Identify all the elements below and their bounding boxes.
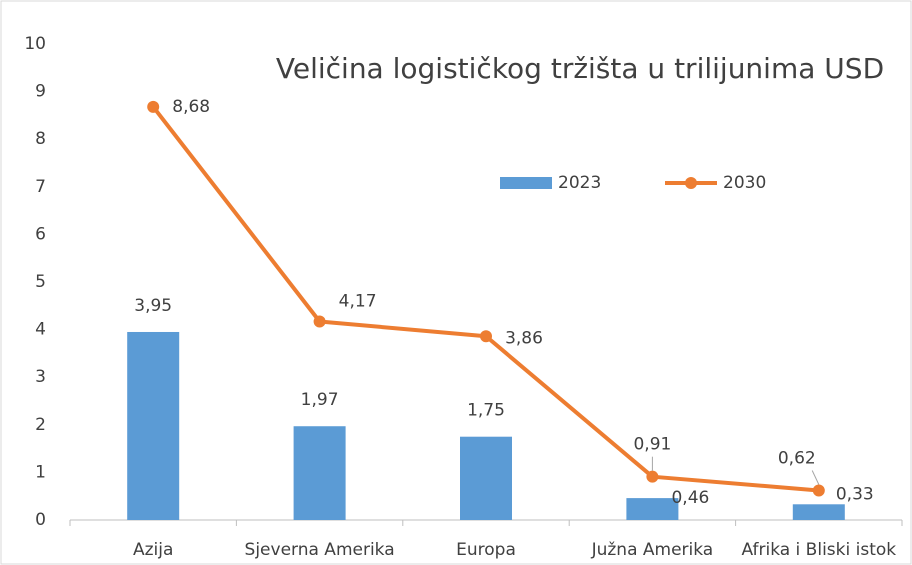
data-label: 0,91: [633, 435, 671, 455]
x-tick-label: Europa: [456, 540, 516, 560]
x-tick-label: Afrika i Bliski istok: [741, 540, 896, 560]
y-tick-label: 5: [35, 272, 46, 292]
marker: [646, 470, 659, 483]
y-tick-label: 8: [35, 129, 46, 149]
legend-swatch: [500, 177, 552, 189]
bar: [127, 331, 180, 520]
legend-label: 2030: [723, 173, 766, 193]
data-label: 4,17: [339, 292, 377, 312]
y-tick-label: 3: [35, 367, 46, 387]
y-tick-label: 1: [35, 462, 46, 482]
data-label: 1,97: [301, 390, 339, 410]
legend-marker: [685, 177, 697, 189]
data-label: 1,75: [467, 401, 505, 421]
y-tick-label: 10: [24, 34, 46, 54]
y-tick-label: 6: [35, 224, 46, 244]
data-label: 3,86: [505, 328, 543, 348]
marker: [812, 484, 825, 497]
data-label: 0,33: [836, 484, 874, 504]
y-tick-label: 4: [35, 320, 46, 340]
x-tick-label: Azija: [133, 540, 173, 560]
bar: [293, 426, 346, 520]
data-label: 3,95: [134, 296, 172, 316]
legend-label: 2023: [558, 173, 601, 193]
data-label: 8,68: [172, 97, 210, 117]
y-tick-label: 7: [35, 177, 46, 197]
y-tick-label: 0: [35, 510, 46, 530]
data-label: 0,62: [778, 448, 816, 468]
bar: [792, 504, 845, 520]
x-tick-label: Južna Amerika: [591, 540, 714, 560]
bar: [626, 498, 679, 520]
x-tick-label: Sjeverna Amerika: [245, 540, 395, 560]
marker: [313, 315, 326, 328]
marker: [147, 100, 160, 113]
marker: [480, 330, 492, 343]
y-tick-label: 9: [35, 82, 46, 102]
bar: [460, 436, 512, 520]
leader-line: [811, 470, 820, 485]
chart-title: Veličina logističkog tržišta u trilijuni…: [276, 52, 884, 85]
data-label: 0,46: [671, 488, 709, 508]
y-tick-label: 2: [35, 415, 46, 435]
